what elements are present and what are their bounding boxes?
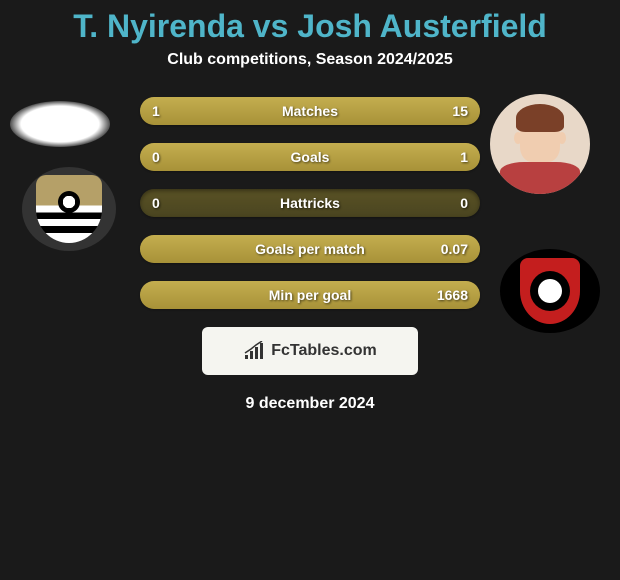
chart-icon [243, 341, 267, 361]
stat-label: Goals per match [255, 241, 365, 257]
stat-value-right: 1668 [437, 287, 468, 303]
player2-avatar [490, 94, 590, 194]
stat-bar: Matches 1 15 [140, 97, 480, 125]
stat-label: Goals [291, 149, 330, 165]
stat-value-left: 0 [152, 149, 160, 165]
stat-label: Min per goal [269, 287, 351, 303]
stat-value-right: 0.07 [441, 241, 468, 257]
branding-text: FcTables.com [271, 342, 377, 360]
stat-bar: Min per goal 1668 [140, 281, 480, 309]
stat-bar: Goals per match 0.07 [140, 235, 480, 263]
stat-value-right: 1 [460, 149, 468, 165]
main-content: Matches 1 15 Goals 0 1 Hattricks 0 0 Goals per ma… [0, 89, 620, 413]
page-title: T. Nyirenda vs Josh Austerfield [0, 0, 620, 51]
stat-label: Matches [282, 103, 338, 119]
stat-bar: Goals 0 1 [140, 143, 480, 171]
stat-value-right: 15 [452, 103, 468, 119]
date-label: 9 december 2024 [0, 395, 620, 413]
stat-value-left: 0 [152, 195, 160, 211]
player1-avatar [10, 101, 110, 147]
stats-container: Matches 1 15 Goals 0 1 Hattricks 0 0 Goals per ma… [140, 89, 480, 309]
stat-value-left: 1 [152, 103, 160, 119]
club2-logo [500, 249, 600, 333]
stat-bar: Hattricks 0 0 [140, 189, 480, 217]
stat-value-right: 0 [460, 195, 468, 211]
club1-logo [22, 167, 116, 251]
subtitle: Club competitions, Season 2024/2025 [0, 51, 620, 89]
branding-badge: FcTables.com [202, 327, 418, 375]
stat-label: Hattricks [280, 195, 340, 211]
